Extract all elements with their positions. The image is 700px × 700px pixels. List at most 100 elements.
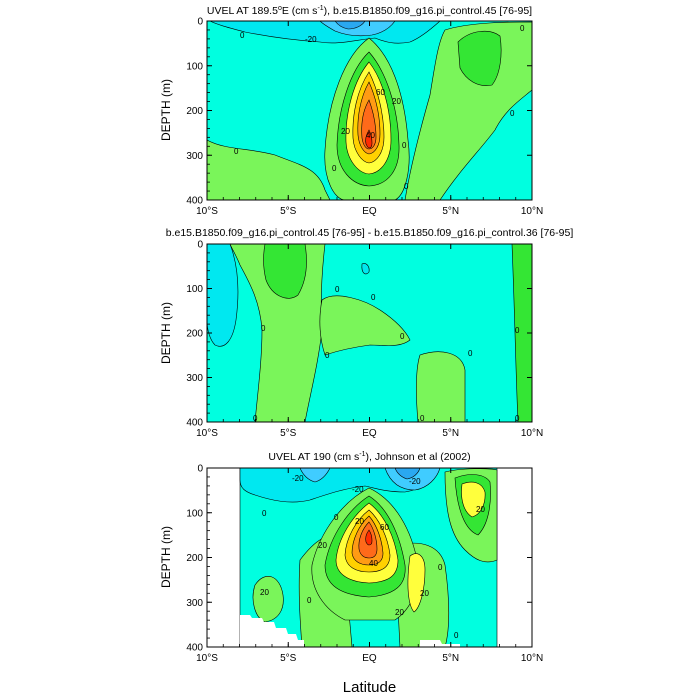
panel-1-green-right-core [457,30,502,86]
x-tick-label: 10°N [521,653,543,664]
contour-label: 0 [515,326,520,335]
panel-3-missing-data-corner [240,615,304,647]
y-tick-label: 300 [186,151,203,162]
x-tick-label: 5°S [280,428,297,439]
x-tick-label: 5°N [442,206,459,217]
panel-2-green-left-core [263,244,307,299]
contour-label: 0 [402,141,407,150]
contour-label: 20 [355,517,364,526]
contour-label: 0 [307,596,312,605]
panel-1-jet-70 [361,99,377,150]
contour-label: 0 [468,349,473,358]
contour-label: 0 [240,31,245,40]
x-tick-label: 5°N [442,653,459,664]
contour-label: 60 [380,523,389,532]
x-tick-label: 5°N [442,428,459,439]
y-tick-label: 0 [197,17,203,28]
contour-label: 0 [400,332,405,341]
contour-label: 20 [392,97,401,106]
x-tick-label: 5°S [280,206,297,217]
contour-label: 0 [334,513,339,522]
x-tick-label: 10°S [196,428,218,439]
contour-label: 20 [318,541,327,550]
x-tick-label: 10°N [521,428,543,439]
panel-2-contour-labels: 0 0 0 0 0 0 0 0 0 0 [253,285,520,423]
y-tick-label: 300 [186,598,203,609]
y-tick-label: 400 [186,418,203,429]
panel-1-green-right-region [404,21,532,200]
x-tick-label: 5°S [280,653,297,664]
x-tick-label: EQ [362,206,377,217]
contour-label: 20 [341,127,350,136]
panel-2-green-center-area [319,295,411,356]
contour-label: 0 [438,563,443,572]
y-tick-label: 100 [186,284,203,295]
y-tick-label: 200 [186,553,203,564]
contour-label: 0 [234,147,239,156]
panel-1: UVEL AT 189.5oE (cm s-1), b.e15.B1850.f0… [159,5,543,217]
contour-label: 0 [515,414,520,423]
panel-3-ylabel: DEPTH (m) [159,526,173,588]
contour-label: 40 [369,559,378,568]
y-tick-label: 400 [186,196,203,207]
y-tick-label: 300 [186,373,203,384]
panel-3-green-lower-left [252,576,284,623]
panel-1-green-left-region [207,139,331,200]
contour-label: 0 [404,182,409,191]
contour-label: 0 [262,509,267,518]
y-tick-label: 0 [197,464,203,475]
panel-1-jet-core [365,129,373,149]
panel-2-ylabel: DEPTH (m) [159,302,173,364]
contour-label: 20 [420,589,429,598]
contour-label: 0 [420,414,425,423]
contour-label: 0 [332,164,337,173]
contour-label: -20 [305,35,317,44]
y-tick-label: 100 [186,61,203,72]
contour-label: 20 [476,505,485,514]
x-tick-label: EQ [362,653,377,664]
panel-1-title: UVEL AT 189.5oE (cm s-1), b.e15.B1850.f0… [207,5,532,17]
contour-label: 0 [454,631,459,640]
panel-3-title: UVEL AT 190 (cm s-1), Johnson et al (200… [268,451,470,463]
contour-label: 20 [260,588,269,597]
contour-label: 60 [376,88,385,97]
contour-label: 20 [395,608,404,617]
panel-2: b.e15.B1850.f09_g16.pi_control.45 [76-95… [159,227,573,439]
contour-label: 0 [371,293,376,302]
panel-3-missing-data-bottom [420,640,460,647]
panel-3: UVEL AT 190 (cm s-1), Johnson et al (200… [159,451,543,696]
y-tick-label: 200 [186,329,203,340]
panel-1-westward-surface-core [334,21,366,30]
panel-3-westward-surface-current [299,468,331,483]
contour-label: 0 [510,109,515,118]
panel-2-title: b.e15.B1850.f09_g16.pi_control.45 [76-95… [166,227,574,239]
x-tick-label: 10°S [196,206,218,217]
x-tick-label: 10°S [196,653,218,664]
panel-1-ylabel: DEPTH (m) [159,79,173,141]
contour-label: 40 [366,131,375,140]
contour-label: 0 [253,414,258,423]
panel-3-xlabel: Latitude [343,679,396,696]
contour-label: 0 [335,285,340,294]
panel-2-cyan-center-spot [361,263,370,275]
y-tick-label: 400 [186,643,203,654]
panel-3-westward-surface-core [394,468,421,480]
x-tick-label: EQ [362,428,377,439]
panel-3-jet-core [365,529,373,546]
panel-3-yellow-right-spot [461,481,486,518]
panel-2-cyan-left-strip [207,244,239,347]
y-tick-label: 200 [186,106,203,117]
y-tick-label: 0 [197,240,203,251]
contour-label: -20 [409,477,421,486]
contour-label: 0 [520,24,525,33]
contour-label: -20 [352,485,364,494]
panel-1-contour-labels: -20 0 20 40 60 20 0 0 0 0 0 0 [234,24,525,191]
contour-label: 0 [261,324,266,333]
panel-3-yellow-subsurface-spot [407,553,426,613]
panel-3-contour-labels: -20 -20 -20 20 0 40 60 20 20 20 0 0 0 0 … [260,474,485,640]
contour-label: -20 [292,474,304,483]
